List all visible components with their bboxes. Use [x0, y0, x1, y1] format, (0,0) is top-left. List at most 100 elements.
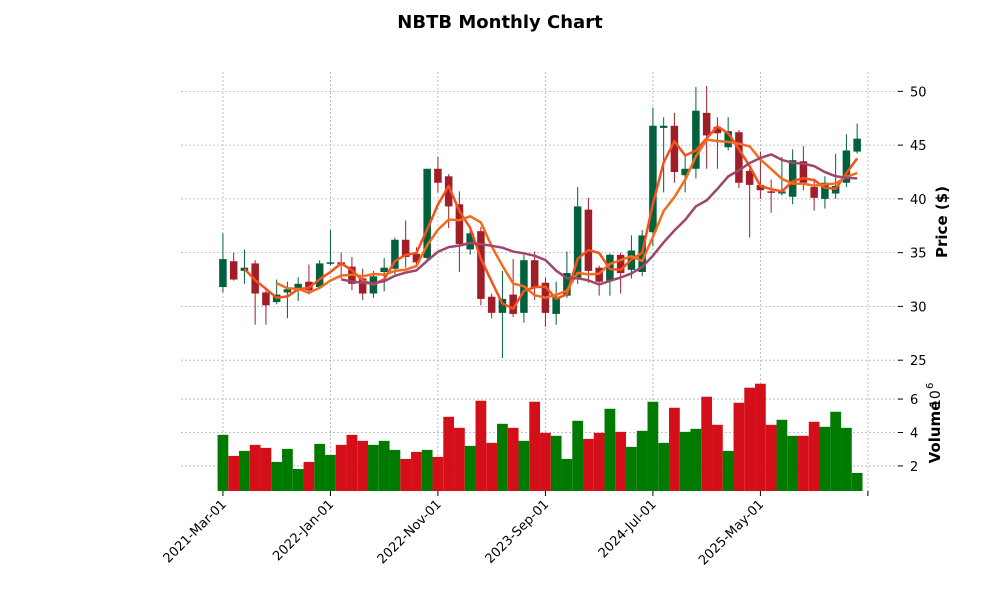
candle: [573, 187, 582, 284]
candle: [240, 249, 249, 284]
candle: [649, 107, 657, 247]
volume-bar: [851, 472, 863, 491]
candle-body: [380, 267, 388, 272]
candle-body: [799, 161, 808, 183]
price-tick-label: 35: [910, 247, 927, 262]
candle-body: [487, 296, 496, 313]
candle-body: [229, 261, 238, 280]
volume-bar: [626, 446, 637, 491]
volume-bar: [647, 401, 659, 491]
candle-body: [219, 259, 227, 288]
volume-bar: [690, 428, 702, 491]
candle: [434, 156, 442, 193]
candle-body: [466, 233, 474, 250]
candle-body: [702, 112, 711, 136]
volume-tick-label: 6: [910, 393, 918, 408]
volume-bar: [841, 427, 852, 491]
ma-3-line: [243, 125, 859, 310]
candle-body: [713, 126, 722, 134]
candle-body: [434, 168, 442, 183]
price-tick-label: 45: [910, 139, 927, 154]
volume-bar: [819, 426, 831, 491]
volume-bar: [400, 458, 412, 491]
candle: [810, 178, 818, 211]
candle-body: [530, 260, 539, 288]
candle: [391, 237, 399, 275]
volume-bar: [228, 455, 240, 491]
candle: [358, 268, 367, 300]
candle: [735, 130, 743, 189]
candle-body: [305, 281, 313, 291]
volume-bar: [615, 431, 627, 491]
price-grid: [181, 72, 898, 372]
volume-bar: [486, 442, 498, 491]
volume-bar: [378, 440, 390, 491]
volume-bar: [368, 444, 379, 491]
volume-bar: [389, 449, 401, 491]
candle-body: [412, 253, 421, 263]
ma-12-line: [340, 153, 858, 286]
volume-bar: [464, 445, 476, 491]
volume-bar: [787, 435, 799, 491]
volume-bar: [604, 408, 616, 491]
candle-body: [853, 138, 861, 152]
candle-body: [584, 209, 593, 271]
volume-bar: [325, 454, 336, 491]
volume-scale-base: 10: [928, 390, 944, 408]
candle: [853, 123, 861, 154]
candle: [541, 277, 550, 327]
volume-bar: [432, 456, 444, 491]
volume-bar: [454, 427, 465, 491]
candle: [584, 197, 593, 283]
volume-bar: [550, 435, 562, 491]
volume-tick-label: 2: [910, 460, 918, 475]
candle: [455, 191, 464, 272]
x-tick-label: 2023-Sep-01: [483, 497, 553, 567]
candle-body: [724, 131, 732, 148]
volume-bar: [475, 400, 487, 491]
candle: [552, 281, 560, 325]
volume-bar: [239, 450, 250, 491]
volume-bar: [830, 411, 842, 491]
candle-body: [767, 191, 775, 193]
candle-body: [498, 298, 507, 313]
candle-body: [735, 132, 743, 183]
price-axis: 25 30 35 40 45 50: [898, 85, 927, 369]
candle-body: [681, 168, 689, 176]
volume-bar: [282, 448, 293, 491]
candle-body: [358, 278, 367, 294]
candle: [498, 270, 507, 359]
volume-bar: [679, 431, 691, 491]
price-tick-label: 50: [910, 85, 927, 100]
x-tick-label: 2025-May-01: [696, 497, 767, 568]
candle-body: [315, 263, 324, 288]
chart-title: NBTB Monthly Chart: [397, 12, 603, 33]
volume-bar: [744, 387, 756, 491]
volume-bar: [593, 432, 605, 491]
volume-bar: [292, 468, 304, 491]
volume-bar: [561, 458, 573, 491]
candle-body: [670, 125, 679, 172]
candle-body: [616, 254, 625, 274]
volume-axis-label: Volume: [926, 401, 944, 464]
volume-bar: [443, 416, 455, 491]
candle-body: [477, 231, 485, 299]
candle: [702, 85, 711, 169]
candle: [767, 179, 775, 213]
candle: [659, 117, 668, 193]
price-axis-label: Price ($): [933, 186, 951, 258]
candle-body: [659, 125, 668, 128]
candle-body: [444, 176, 453, 207]
volume-bar: [669, 407, 680, 491]
candle: [326, 230, 335, 266]
volume-bar: [529, 401, 541, 491]
volume-bar: [701, 396, 713, 491]
x-tick-label: 2024-Jul-01: [596, 497, 660, 561]
volume-bar: [249, 444, 261, 491]
volume-bar: [260, 447, 272, 491]
candle-body: [821, 182, 829, 199]
volume-bar: [798, 435, 809, 491]
candle: [219, 233, 227, 293]
candle-body: [552, 296, 560, 314]
candle-body: [262, 292, 270, 306]
